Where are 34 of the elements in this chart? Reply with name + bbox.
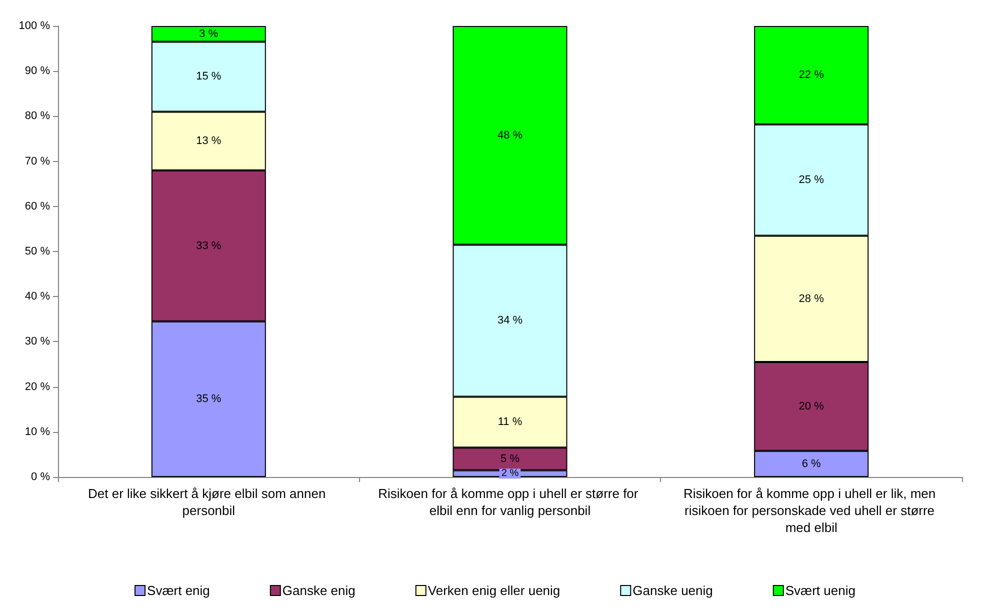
y-tick-label: 80 % — [24, 110, 50, 122]
y-tick-label: 40 % — [24, 290, 50, 303]
data-label: 34 % — [497, 314, 523, 327]
data-label: 11 % — [498, 416, 522, 428]
data-label: 6 % — [802, 458, 822, 470]
data-label: 2 % — [501, 468, 519, 480]
x-tick-label: Risikoen for å komme opp i uhell er større for elbil enn for vanlig personbil — [378, 486, 642, 518]
y-tick-label: 0 % — [31, 471, 50, 483]
y-tick-label: 20 % — [24, 380, 50, 393]
y-tick-label: 50 % — [24, 246, 50, 258]
y-tick-label: 70 % — [24, 155, 50, 168]
legend-label: Verken enig eller uenig — [428, 583, 560, 598]
legend-label: Svært uenig — [785, 583, 856, 598]
data-label: 33 % — [196, 240, 222, 252]
data-label: 25 % — [798, 174, 824, 186]
x-tick-label: Det er like sikkert å kjøre elbil som annen personbil — [88, 486, 330, 518]
data-label: 15 % — [196, 70, 222, 83]
data-label: 48 % — [497, 129, 523, 142]
y-tick-label: 100 % — [18, 20, 50, 32]
y-tick-label: 60 % — [24, 200, 50, 212]
data-label: 35 % — [196, 393, 222, 406]
data-label: 28 % — [798, 292, 824, 305]
y-tick-label: 10 % — [24, 426, 50, 438]
y-tick-label: 30 % — [24, 336, 50, 348]
y-tick-label: 90 % — [24, 65, 50, 78]
data-label: 5 % — [500, 452, 520, 465]
data-label: 20 % — [798, 400, 824, 412]
legend-label: Svært enig — [147, 583, 210, 598]
x-tick-label: Risikoen for å komme opp i uhell er lik, men risikoen for personskade ved uhell er større med elbil — [683, 486, 940, 535]
data-label: 3 % — [199, 28, 218, 40]
legend-label: Ganske uenig — [632, 583, 713, 598]
legend-label: Ganske enig — [282, 583, 356, 598]
data-label: 22 % — [798, 69, 824, 82]
data-label: 13 % — [196, 135, 222, 148]
